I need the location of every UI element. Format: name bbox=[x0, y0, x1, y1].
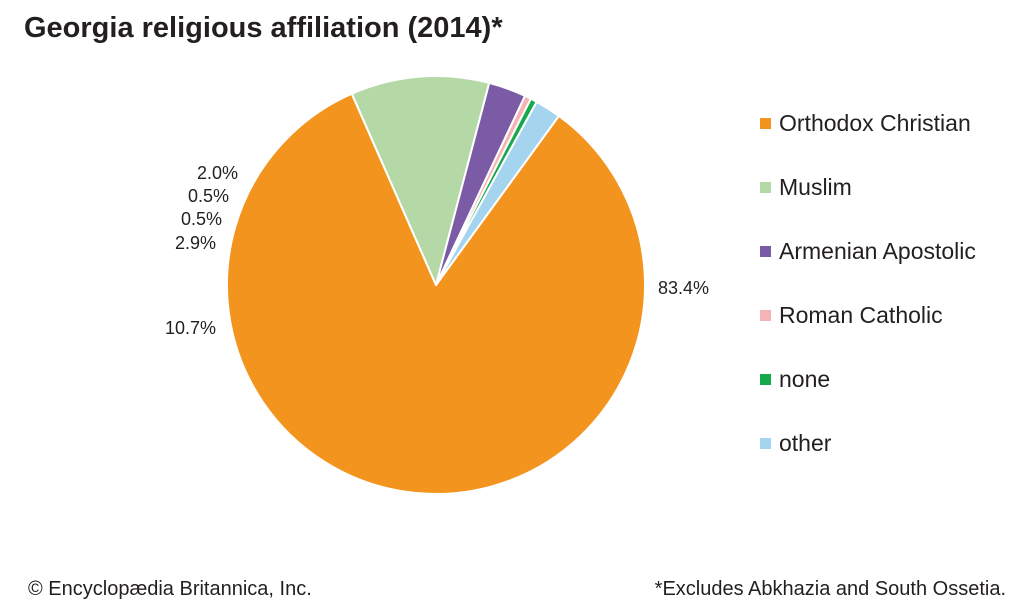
legend-item-armenian-apostolic: Armenian Apostolic bbox=[760, 235, 976, 267]
pie-value-labels: 83.4% 10.7% 2.9% 0.5% 0.5% 2.0% bbox=[165, 163, 709, 338]
legend-label: none bbox=[779, 365, 831, 392]
pie-value-label: 10.7% bbox=[165, 318, 216, 338]
pie-slice-muslim bbox=[350, 75, 491, 286]
copyright-text: © Encyclopædia Britannica, Inc. bbox=[28, 578, 312, 600]
pie-slice-orthodox-christian bbox=[225, 92, 646, 495]
legend-item-muslim: Muslim bbox=[760, 171, 976, 203]
legend-item-roman-catholic: Roman Catholic bbox=[760, 299, 976, 331]
legend-label: Roman Catholic bbox=[779, 301, 943, 328]
legend-item-none: none bbox=[760, 363, 976, 395]
pie-value-label: 2.0% bbox=[197, 163, 238, 183]
legend-swatch bbox=[760, 309, 771, 321]
pie-value-label: 0.5% bbox=[188, 186, 229, 206]
legend-swatch bbox=[760, 245, 771, 257]
footnote-text: *Excludes Abkhazia and South Ossetia. bbox=[654, 578, 1006, 600]
pie-value-label: 0.5% bbox=[181, 209, 222, 229]
legend-label: other bbox=[779, 429, 832, 456]
legend-swatch bbox=[760, 437, 771, 449]
pie-value-label: 83.4% bbox=[658, 278, 709, 298]
pie-value-label: 2.9% bbox=[175, 233, 216, 253]
legend-label: Orthodox Christian bbox=[779, 109, 971, 136]
chart-title: Georgia religious affiliation (2014)* bbox=[24, 12, 503, 44]
legend-label: Muslim bbox=[779, 173, 852, 200]
legend-swatch bbox=[760, 373, 771, 385]
legend-item-orthodox-christian: Orthodox Christian bbox=[760, 107, 976, 139]
legend-label: Armenian Apostolic bbox=[779, 237, 976, 264]
pie-slice-other bbox=[435, 100, 560, 286]
legend-swatch bbox=[760, 181, 771, 193]
legend-swatch bbox=[760, 117, 771, 129]
pie-slices bbox=[225, 75, 646, 495]
legend: Orthodox Christian Muslim Armenian Apost… bbox=[760, 107, 976, 491]
legend-item-other: other bbox=[760, 427, 976, 459]
